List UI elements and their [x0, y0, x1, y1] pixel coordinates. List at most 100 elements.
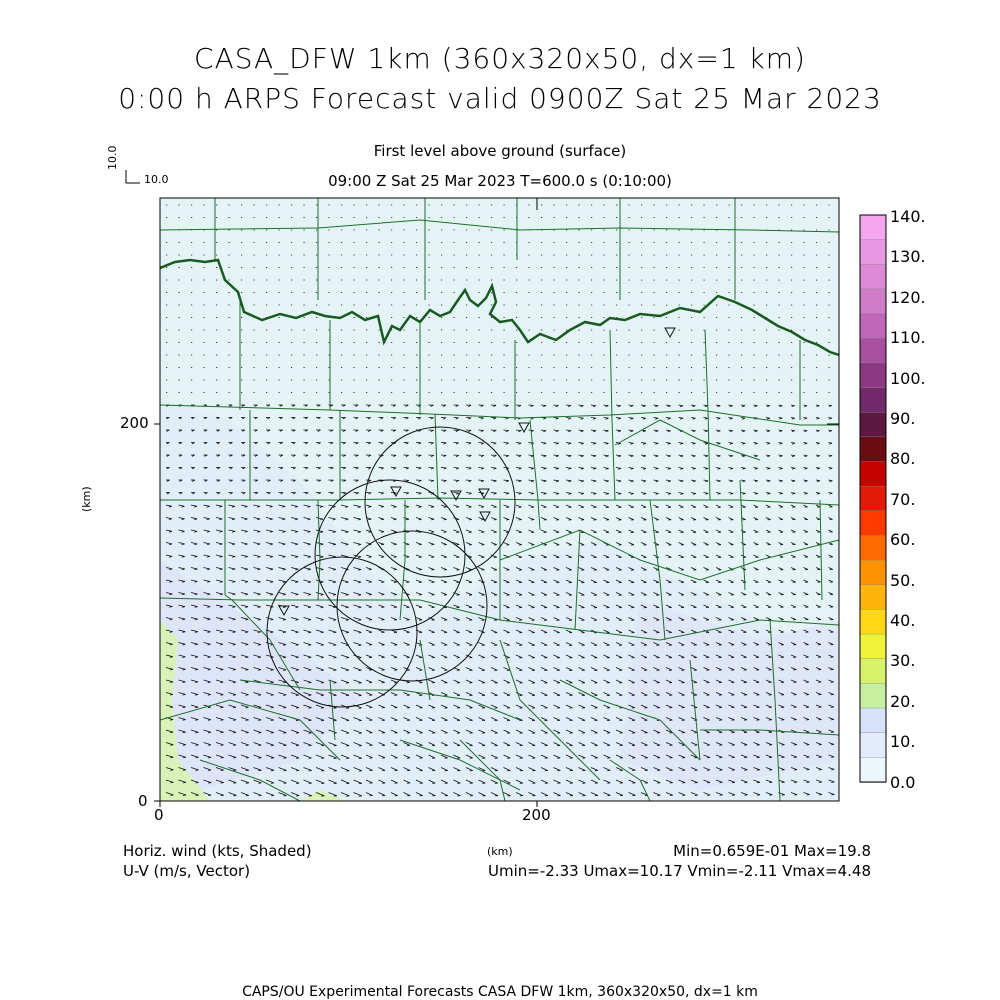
wind-vector	[790, 729, 797, 733]
wind-vector-head	[194, 593, 198, 596]
wind-vector	[315, 779, 325, 784]
wind-vector-head	[831, 744, 835, 746]
wind-vector	[828, 792, 835, 795]
wind-vector	[415, 792, 423, 796]
wind-vector	[528, 492, 535, 494]
wind-vector	[703, 579, 709, 583]
wind-vector	[190, 604, 198, 607]
wind-vector-head	[443, 506, 447, 508]
wind-vector	[353, 792, 362, 797]
wind-vector-head	[242, 442, 246, 445]
x-axis-unit: (km)	[487, 845, 513, 858]
wind-vector	[628, 754, 636, 759]
wind-vector	[603, 479, 609, 482]
wind-vector	[803, 617, 809, 620]
wind-vector	[415, 717, 423, 721]
wind-vector	[265, 767, 275, 771]
wind-vector	[178, 692, 186, 695]
wind-vector	[678, 729, 685, 733]
wind-vector	[740, 567, 747, 571]
wind-vector-head	[766, 405, 770, 407]
wind-vector	[340, 517, 349, 520]
wind-vector	[553, 429, 559, 431]
wind-vector	[640, 767, 648, 771]
wind-vector	[265, 654, 274, 658]
wind-vector	[440, 792, 448, 796]
wind-vector	[328, 617, 337, 621]
wind-vector	[228, 704, 237, 708]
wind-vector	[715, 654, 722, 658]
wind-vector-head	[493, 442, 497, 445]
wind-vector-head	[283, 669, 287, 671]
wind-vector	[590, 754, 598, 759]
wind-vector-head	[220, 719, 224, 721]
wind-vector	[803, 604, 809, 608]
wind-vector-head	[368, 606, 372, 608]
wind-vector-head	[505, 455, 509, 458]
wind-vector	[365, 654, 373, 658]
colorbar-swatch	[859, 485, 887, 512]
wind-vector	[690, 592, 697, 596]
wind-vector-head	[233, 769, 237, 771]
wind-vector	[765, 679, 772, 683]
wind-vector	[640, 504, 647, 508]
wind-vector	[778, 567, 784, 570]
wind-vector	[565, 629, 573, 633]
wind-vector	[628, 654, 635, 658]
colorbar-frame	[859, 214, 887, 783]
wind-vector-head	[355, 479, 359, 482]
wind-vector-head	[380, 492, 384, 495]
legend-min-max: Min=0.659E-01 Max=19.8	[673, 842, 871, 860]
wind-vector-head	[358, 606, 362, 609]
wind-vector	[353, 779, 362, 784]
wind-vector	[340, 779, 350, 784]
wind-vector-head	[779, 455, 783, 458]
wind-vector	[428, 579, 435, 583]
wind-vector-head	[330, 404, 334, 407]
wind-vector-head	[191, 417, 195, 420]
wind-vector-head	[729, 405, 733, 408]
wind-vector	[815, 629, 821, 633]
wind-vector-head	[791, 430, 795, 432]
wind-vector	[615, 729, 623, 734]
wind-vector	[440, 704, 448, 709]
wind-vector	[740, 692, 747, 696]
wind-vector	[465, 754, 473, 759]
wind-vector	[615, 542, 622, 546]
wind-vector	[465, 504, 472, 508]
wind-vector	[303, 792, 312, 797]
wind-vector-head	[506, 506, 510, 508]
wind-vector	[465, 742, 473, 746]
wind-vector	[765, 692, 772, 696]
wind-vector	[790, 667, 797, 670]
wind-vector	[590, 617, 598, 621]
wind-vector-head	[254, 417, 258, 420]
wind-vector	[703, 679, 710, 683]
wind-vector-head	[319, 506, 324, 508]
wind-vector-head	[655, 417, 659, 420]
wind-vector-head	[245, 757, 249, 759]
wind-vector	[753, 592, 759, 596]
wind-vector	[565, 654, 573, 659]
wind-vector-head	[194, 618, 198, 621]
wind-vector-head	[406, 581, 410, 583]
wind-vector	[590, 467, 597, 469]
wind-vector	[528, 717, 536, 721]
radar-ring	[364, 426, 516, 578]
wind-vector-head	[232, 694, 236, 696]
wind-vector	[403, 667, 410, 671]
wind-vector-head	[655, 493, 659, 495]
wind-vector-head	[232, 706, 236, 709]
wind-vector	[540, 442, 547, 444]
wind-vector	[265, 704, 274, 708]
wind-vector-head	[692, 430, 696, 433]
wind-vector	[253, 692, 262, 696]
wind-vector	[340, 529, 349, 533]
wind-vector	[690, 629, 697, 633]
wind-vector-head	[618, 468, 622, 470]
wind-vector-head	[368, 594, 372, 596]
wind-vector-head	[320, 719, 325, 722]
wind-vector	[678, 642, 685, 646]
wind-vector	[615, 667, 623, 671]
wind-vector	[403, 642, 410, 646]
